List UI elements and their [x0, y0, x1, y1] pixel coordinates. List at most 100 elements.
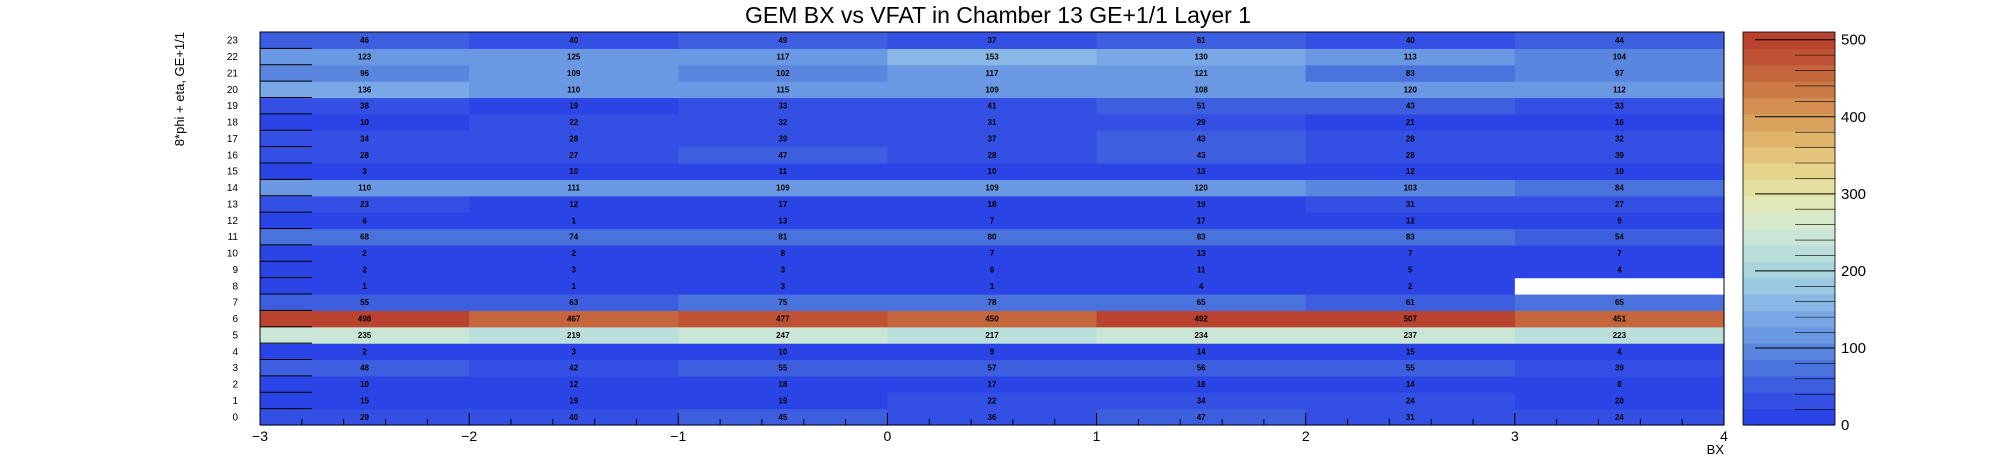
heatmap-cell	[678, 310, 889, 328]
y-tick-label: 9	[232, 265, 238, 276]
cell-value-label: 21	[1406, 118, 1415, 127]
cell-value-label: 29	[360, 413, 369, 422]
y-tick-label: 8	[232, 281, 238, 292]
heatmap-cell	[1305, 32, 1516, 49]
heatmap-cell	[1305, 179, 1516, 197]
cell-value-label: 507	[1404, 315, 1418, 324]
cell-value-label: 28	[988, 151, 997, 160]
colorbar-segment	[1743, 408, 1835, 426]
cell-value-label: 9	[1617, 216, 1622, 225]
cell-value-label: 108	[1194, 85, 1208, 94]
heatmap-cell	[260, 81, 470, 99]
y-tick-label: 15	[227, 167, 239, 178]
heatmap-cell	[469, 277, 679, 295]
cell-value-label: 2	[362, 265, 367, 274]
cell-value-label: 1	[362, 282, 367, 291]
cell-value-label: 19	[569, 102, 578, 111]
cell-value-label: 55	[360, 298, 369, 307]
cell-value-label: 47	[778, 151, 787, 160]
heatmap-cell	[1096, 212, 1307, 230]
y-tick-label: 7	[232, 298, 238, 309]
heatmap-cell	[1305, 244, 1516, 262]
cell-value-label: 18	[1197, 380, 1206, 389]
cell-value-label: 28	[360, 151, 369, 160]
cell-value-label: 12	[1406, 167, 1415, 176]
cell-value-label: 55	[778, 364, 787, 373]
colorbar-segment	[1743, 113, 1835, 131]
cell-value-label: 19	[569, 396, 578, 405]
heatmap-cell	[1514, 81, 1725, 99]
cell-value-label: 5	[1408, 265, 1413, 274]
cell-value-label: 11	[1197, 265, 1206, 274]
heatmap-cell	[469, 375, 679, 393]
heatmap-cell	[260, 130, 470, 148]
heatmap-cell	[678, 212, 889, 230]
heatmap-cell	[260, 408, 470, 426]
heatmap-cell	[887, 359, 1098, 377]
heatmap-cell	[260, 359, 470, 377]
heatmap-cell	[887, 228, 1098, 246]
heatmap-cell	[1514, 375, 1725, 393]
cell-value-label: 80	[988, 233, 997, 242]
cell-value-label: 10	[988, 167, 997, 176]
cell-value-label: 223	[1613, 331, 1627, 340]
cell-value-label: 34	[360, 134, 369, 143]
cell-value-label: 96	[360, 69, 369, 78]
y-tick-label: 23	[227, 36, 239, 47]
heatmap-cell	[1096, 359, 1307, 377]
heatmap-cell	[1305, 375, 1516, 393]
y-tick-label: 10	[227, 249, 239, 260]
heatmap-cell	[678, 244, 889, 262]
cell-value-label: 247	[776, 331, 790, 340]
heatmap-cell	[1514, 113, 1725, 131]
colorbar-segment	[1743, 212, 1835, 230]
heatmap-cell	[1096, 310, 1307, 328]
cell-value-label: 234	[1194, 331, 1208, 340]
cell-value-label: 115	[776, 85, 789, 94]
heatmap-cell	[1305, 113, 1516, 131]
cell-value-label: 68	[360, 233, 369, 242]
heatmap-cell	[887, 64, 1098, 82]
cell-value-label: 10	[1615, 167, 1624, 176]
cell-value-label: 125	[567, 53, 581, 62]
cell-value-label: 2	[362, 347, 367, 356]
cell-value-label: 13	[1197, 249, 1206, 258]
cell-value-label: 237	[1404, 331, 1418, 340]
cell-value-label: 61	[1406, 298, 1415, 307]
heatmap-cell	[260, 32, 470, 49]
x-tick-label: −3	[252, 428, 268, 444]
heatmap-cell	[678, 326, 889, 344]
cell-value-label: 3	[781, 265, 786, 274]
heatmap-cell	[1096, 163, 1307, 180]
heatmap-cell	[678, 375, 889, 393]
cell-value-label: 12	[1406, 216, 1415, 225]
heatmap-cell	[1096, 130, 1307, 148]
heatmap-cell	[887, 212, 1098, 230]
cell-value-label: 38	[360, 102, 369, 111]
cell-value-label: 6	[990, 265, 995, 274]
cell-value-label: 65	[1197, 298, 1206, 307]
cell-value-label: 103	[1404, 184, 1418, 193]
cell-value-label: 136	[358, 85, 372, 94]
heatmap-cell	[469, 195, 679, 213]
cell-value-label: 48	[360, 364, 369, 373]
heatmap-cell	[887, 261, 1098, 279]
heatmap-cell	[1305, 64, 1516, 82]
cell-value-label: 57	[988, 364, 997, 373]
cell-value-label: 78	[988, 298, 997, 307]
cell-value-label: 10	[360, 380, 369, 389]
cell-value-label: 41	[988, 102, 997, 111]
heatmap-cell	[469, 310, 679, 328]
colorbar-segment	[1743, 130, 1835, 148]
cell-value-label: 22	[569, 118, 578, 127]
heatmap-cell	[260, 48, 470, 66]
heatmap-cell	[260, 113, 470, 131]
y-tick-label: 4	[232, 347, 238, 358]
heatmap-cell	[887, 343, 1098, 361]
heatmap-cell	[678, 179, 889, 197]
colorbar-segment	[1743, 261, 1835, 279]
heatmap-cell	[469, 212, 679, 230]
x-axis-label: BX	[1707, 442, 1725, 457]
